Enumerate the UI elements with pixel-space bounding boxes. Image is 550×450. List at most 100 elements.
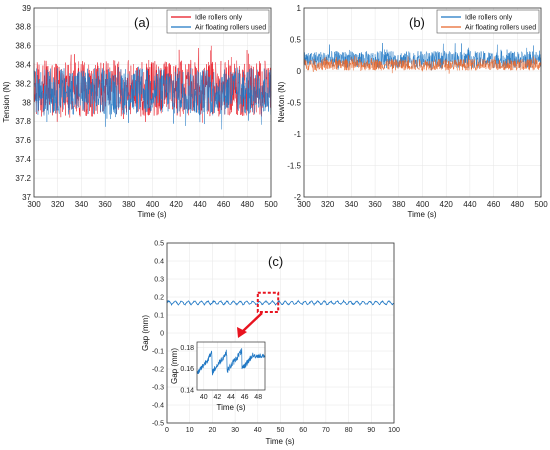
x-tick-label: 320 — [51, 200, 65, 209]
x-tick-label: 340 — [345, 200, 359, 209]
plot-area-c — [166, 299, 395, 307]
inset-series-line — [196, 348, 266, 376]
legend-box-b — [436, 9, 540, 34]
x-tick-label: 60 — [299, 427, 307, 434]
y-tick-label: 39 — [22, 4, 31, 13]
series-line-gap — [166, 299, 395, 307]
y-tick-label: 0.2 — [154, 294, 164, 301]
y-tick-label: -2 — [294, 193, 302, 202]
panel-c: 0 10 20 30 40 50 60 70 80 90 100 -0.5-0.4-0.3-0.2-… — [141, 240, 400, 446]
legend-a: Idle rollers only Air floating rollers u… — [166, 9, 270, 34]
y-axis-label-c: Gap (mm) — [141, 315, 150, 351]
axes-frame-c — [166, 242, 395, 424]
x-tick-label: 440 — [193, 200, 207, 209]
y-axis-label-b: Newton (N) — [277, 81, 286, 122]
x-tick-label: 500 — [264, 200, 278, 209]
y-tick-label: 38.8 — [15, 23, 31, 32]
y-tick-labels-c: -0.5 -0.4 -0.3 -0.2 -0.1 0 0.1 0.2 0.3 0.4 0.5 — [152, 240, 164, 427]
x-tick-label: 380 — [122, 200, 136, 209]
y-tick-label: 0 — [297, 67, 302, 76]
x-tick-label: 480 — [511, 200, 525, 209]
y-tick-label: 37 — [22, 193, 31, 202]
inset-axes-frame — [196, 341, 266, 391]
x-tick-label: 10 — [186, 427, 194, 434]
legend-box-a — [166, 9, 270, 34]
y-axis-label-a: Tension (N) — [2, 81, 11, 122]
panel-label-a: (a) — [134, 15, 150, 30]
x-tick-label: 44 — [227, 394, 235, 401]
y-tick-label: 0.1 — [154, 312, 164, 319]
x-tick-label: 20 — [209, 427, 217, 434]
x-axis-label-a: Time (s) — [137, 210, 166, 219]
axes-frame-a — [33, 7, 272, 198]
x-tick-label: 400 — [416, 200, 430, 209]
series-line-1 — [33, 66, 272, 130]
x-tick-label: 500 — [534, 200, 548, 209]
x-tick-label: 440 — [463, 200, 477, 209]
y-tick-label: 38.6 — [15, 42, 31, 51]
x-tick-label: 360 — [368, 200, 382, 209]
x-tick-label: 70 — [322, 427, 330, 434]
panel-a: 300 320 340 360 380 400 420 440 460 480 500 37 37.2… — [2, 4, 278, 219]
series-line-1 — [303, 55, 542, 74]
y-tick-label: 0.3 — [154, 276, 164, 283]
zoom-arrow — [242, 312, 263, 332]
y-tick-label: 1 — [297, 4, 302, 13]
x-tick-label: 40 — [254, 427, 262, 434]
y-tick-label: 0.5 — [154, 240, 164, 247]
x-tick-label: 50 — [277, 427, 285, 434]
plot-area-a — [33, 45, 272, 130]
y-tick-label: 38.4 — [15, 61, 31, 70]
y-tick-label: 0.4 — [154, 258, 164, 265]
legend-label-a-0: Idle rollers only — [195, 15, 243, 22]
x-tick-label: 300 — [27, 200, 41, 209]
y-tick-label: -0.2 — [152, 366, 164, 373]
zoom-highlight-box — [256, 291, 280, 313]
inset-y-axis-label: Gap (mm) — [170, 348, 179, 384]
x-tick-label: 480 — [241, 200, 255, 209]
y-tick-label: 0.18 — [180, 345, 194, 352]
inset-x-axis-label: Time (s) — [216, 403, 245, 412]
y-tick-label: -0.3 — [152, 384, 164, 391]
inset-plot-area — [196, 348, 266, 376]
x-tick-label: 42 — [214, 394, 222, 401]
x-tick-label: 420 — [170, 200, 184, 209]
y-tick-label: 38 — [22, 98, 31, 107]
legend-label-b-0: Idle rollers only — [465, 15, 513, 22]
y-tick-label: -0.5 — [287, 98, 301, 107]
y-tick-label: 37.4 — [15, 155, 31, 164]
y-tick-labels-a: 37 37.2 37.4 37.6 37.8 38 38.2 38.4 38.6 38.8 39 — [15, 4, 31, 202]
x-tick-label: 46 — [241, 394, 249, 401]
x-tick-label: 340 — [75, 200, 89, 209]
x-tick-label: 460 — [217, 200, 231, 209]
inset-x-tick-labels: 40 42 44 46 48 — [200, 394, 262, 401]
x-tick-label: 420 — [440, 200, 454, 209]
x-axis-label-b: Time (s) — [407, 210, 436, 219]
x-tick-label: 30 — [231, 427, 239, 434]
x-tick-label: 320 — [321, 200, 335, 209]
x-tick-label: 460 — [487, 200, 501, 209]
legend-label-a-1: Air floating rollers used — [195, 25, 266, 32]
y-tick-label: -0.5 — [152, 420, 164, 427]
x-tick-label: 400 — [146, 200, 160, 209]
x-tick-label: 100 — [388, 427, 400, 434]
y-tick-label: -1 — [294, 130, 302, 139]
x-tick-labels-c: 0 10 20 30 40 50 60 70 80 90 100 — [165, 427, 400, 434]
x-tick-label: 90 — [367, 427, 375, 434]
y-tick-label: 37.2 — [15, 174, 31, 183]
panel-label-b: (b) — [409, 15, 425, 30]
x-tick-labels-a: 300 320 340 360 380 400 420 440 460 480 500 — [27, 200, 278, 209]
y-tick-label: 37.8 — [15, 117, 31, 126]
zoom-arrow-head — [237, 327, 247, 338]
plot-area-b — [303, 42, 542, 74]
y-tick-label: 37.6 — [15, 136, 31, 145]
legend-label-b-1: Air floating rollers used — [465, 25, 536, 32]
x-tick-label: 360 — [98, 200, 112, 209]
x-axis-label-c: Time (s) — [265, 437, 294, 446]
y-tick-label: -0.1 — [152, 348, 164, 355]
inset: 40 42 44 46 48 0.14 0.16 0.18 Time (s) Gap (mm… — [170, 341, 266, 412]
y-tick-label: 0.5 — [290, 35, 302, 44]
axes-frame-b — [303, 7, 542, 198]
y-tick-label: 38.2 — [15, 79, 31, 88]
